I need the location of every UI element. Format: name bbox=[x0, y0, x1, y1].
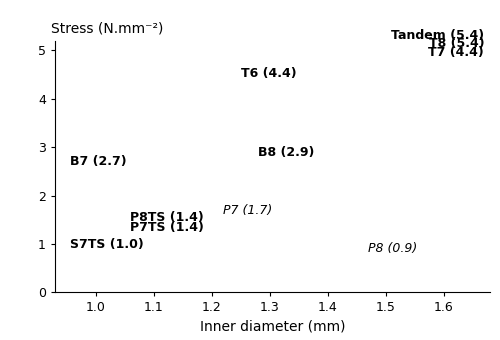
Text: T6 (4.4): T6 (4.4) bbox=[240, 67, 296, 80]
Text: S7TS (1.0): S7TS (1.0) bbox=[70, 238, 144, 251]
Text: B7 (2.7): B7 (2.7) bbox=[70, 155, 126, 168]
Text: Tandem (5.4): Tandem (5.4) bbox=[391, 29, 484, 42]
Text: P8 (0.9): P8 (0.9) bbox=[368, 242, 418, 255]
Text: P7 (1.7): P7 (1.7) bbox=[223, 204, 272, 217]
Text: B8 (2.9): B8 (2.9) bbox=[258, 146, 314, 158]
Text: Stress (N.mm⁻²): Stress (N.mm⁻²) bbox=[50, 22, 163, 36]
Text: P7TS (1.4): P7TS (1.4) bbox=[130, 221, 204, 234]
Text: T8 (5.4): T8 (5.4) bbox=[428, 37, 484, 50]
Text: P8TS (1.4): P8TS (1.4) bbox=[130, 211, 204, 224]
Text: T7 (4.4): T7 (4.4) bbox=[428, 46, 484, 59]
X-axis label: Inner diameter (mm): Inner diameter (mm) bbox=[200, 320, 345, 334]
